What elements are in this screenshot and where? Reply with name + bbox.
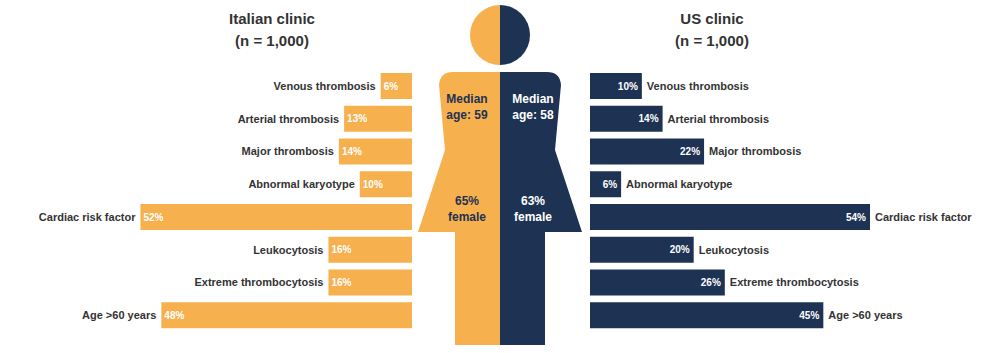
html-text:(n = 1,000): (n = 1,000)	[675, 32, 749, 49]
svg-text:16%: 16%	[331, 277, 351, 288]
svg-text:16%: 16%	[331, 244, 351, 255]
svg-text:Extreme thrombocytosis: Extreme thrombocytosis	[730, 276, 859, 288]
svg-text:Leukocytosis: Leukocytosis	[253, 244, 323, 256]
svg-text:Medianage: 59: Medianage: 59	[446, 92, 488, 122]
svg-text:52%: 52%	[143, 212, 163, 223]
svg-text:10%: 10%	[618, 81, 638, 92]
svg-text:13%: 13%	[347, 113, 367, 124]
svg-text:6%: 6%	[384, 81, 399, 92]
svg-text:26%: 26%	[701, 277, 721, 288]
svg-text:Extreme thrombocytosis: Extreme thrombocytosis	[194, 276, 323, 288]
svg-text:14%: 14%	[342, 146, 362, 157]
svg-text:45%: 45%	[799, 310, 819, 321]
svg-text:Abnormal karyotype: Abnormal karyotype	[248, 178, 354, 190]
svg-text:Medianage: 58: Medianage: 58	[512, 92, 554, 122]
svg-text:63%female: 63%female	[514, 194, 552, 224]
svg-text:Arterial thrombosis: Arterial thrombosis	[238, 113, 339, 125]
svg-text:10%: 10%	[363, 179, 383, 190]
svg-text:Leukocytosis: Leukocytosis	[699, 244, 769, 256]
svg-text:Venous thrombosis: Venous thrombosis	[647, 80, 749, 92]
svg-text:Abnormal karyotype: Abnormal karyotype	[626, 178, 732, 190]
svg-text:54%: 54%	[846, 212, 866, 223]
svg-text:Cardiac risk factor: Cardiac risk factor	[875, 211, 972, 223]
svg-text:20%: 20%	[670, 244, 690, 255]
svg-text:Cardiac risk factor: Cardiac risk factor	[39, 211, 136, 223]
svg-text:6%: 6%	[603, 179, 618, 190]
svg-text:Major thrombosis: Major thrombosis	[242, 145, 334, 157]
svg-text:Age >60 years: Age >60 years	[82, 309, 156, 321]
svg-text:65%female: 65%female	[448, 194, 486, 224]
svg-text:Major thrombosis: Major thrombosis	[709, 145, 801, 157]
html-text:Italian clinic: Italian clinic	[229, 10, 315, 27]
html-text:US clinic: US clinic	[680, 10, 744, 27]
html-text:(n = 1,000): (n = 1,000)	[235, 32, 309, 49]
svg-text:Arterial thrombosis: Arterial thrombosis	[668, 113, 769, 125]
svg-text:Venous thrombosis: Venous thrombosis	[274, 80, 376, 92]
svg-text:48%: 48%	[164, 310, 184, 321]
svg-text:22%: 22%	[680, 146, 700, 157]
svg-text:14%: 14%	[639, 113, 659, 124]
svg-text:Age >60 years: Age >60 years	[828, 309, 902, 321]
